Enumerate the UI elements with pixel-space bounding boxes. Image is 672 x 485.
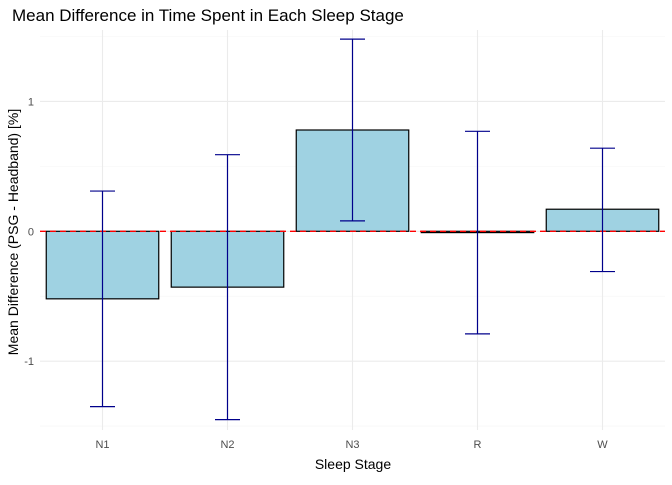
error-bar-n2 xyxy=(215,154,240,421)
y-axis-title: Mean Difference (PSG - Headband) [%] xyxy=(5,109,21,355)
tick-label-layer: -1 0 1 N1 N2 N3 R W xyxy=(24,96,608,451)
chart-title: Mean Difference in Time Spent in Each Sl… xyxy=(12,6,404,25)
x-tick-label-w: W xyxy=(597,439,608,451)
error-bar-w xyxy=(590,147,615,273)
x-tick-label-r: R xyxy=(474,439,482,451)
error-bar-r xyxy=(465,130,490,335)
x-tick-label-n3: N3 xyxy=(345,439,359,451)
x-tick-label-n2: N2 xyxy=(220,439,234,451)
y-tick-label: 1 xyxy=(28,96,34,108)
error-bar-n3 xyxy=(340,38,365,222)
error-bar-layer xyxy=(90,38,615,421)
y-tick-label: 0 xyxy=(28,226,34,238)
error-bar-n1 xyxy=(90,190,115,408)
x-axis-title: Sleep Stage xyxy=(315,456,391,472)
y-tick-label: -1 xyxy=(24,356,34,368)
x-tick-label-n1: N1 xyxy=(95,439,109,451)
